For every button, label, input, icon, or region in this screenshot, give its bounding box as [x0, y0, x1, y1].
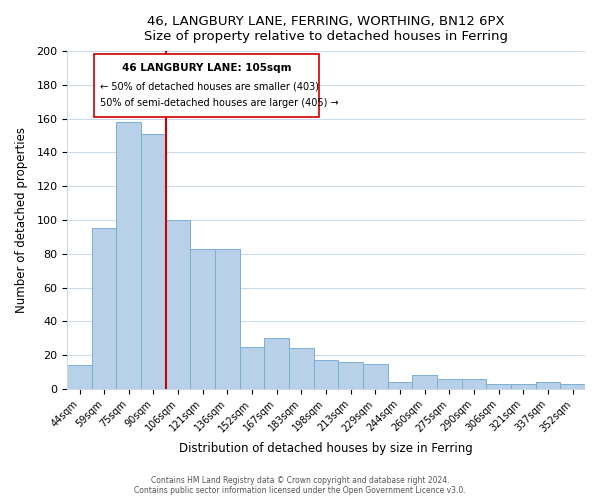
Text: 50% of semi-detached houses are larger (405) →: 50% of semi-detached houses are larger (… [100, 98, 339, 108]
Bar [215, 248, 240, 389]
Bar [462, 379, 487, 389]
Text: ← 50% of detached houses are smaller (403): ← 50% of detached houses are smaller (40… [100, 82, 319, 92]
Bar [437, 379, 462, 389]
Bar [412, 376, 437, 389]
Bar [92, 228, 116, 389]
Text: 46 LANGBURY LANE: 105sqm: 46 LANGBURY LANE: 105sqm [122, 63, 291, 73]
Text: Contains HM Land Registry data © Crown copyright and database right 2024.
Contai: Contains HM Land Registry data © Crown c… [134, 476, 466, 495]
Bar [67, 366, 92, 389]
Bar [141, 134, 166, 389]
Bar [487, 384, 511, 389]
Bar [166, 220, 190, 389]
FancyBboxPatch shape [94, 54, 319, 117]
Bar [511, 384, 536, 389]
Bar [560, 384, 585, 389]
Bar [265, 338, 289, 389]
Bar [116, 122, 141, 389]
Bar [190, 248, 215, 389]
X-axis label: Distribution of detached houses by size in Ferring: Distribution of detached houses by size … [179, 442, 473, 455]
Bar [338, 362, 363, 389]
Title: 46, LANGBURY LANE, FERRING, WORTHING, BN12 6PX
Size of property relative to deta: 46, LANGBURY LANE, FERRING, WORTHING, BN… [144, 15, 508, 43]
Bar [240, 346, 265, 389]
Bar [536, 382, 560, 389]
Bar [388, 382, 412, 389]
Bar [314, 360, 338, 389]
Bar [363, 364, 388, 389]
Y-axis label: Number of detached properties: Number of detached properties [15, 127, 28, 313]
Bar [289, 348, 314, 389]
